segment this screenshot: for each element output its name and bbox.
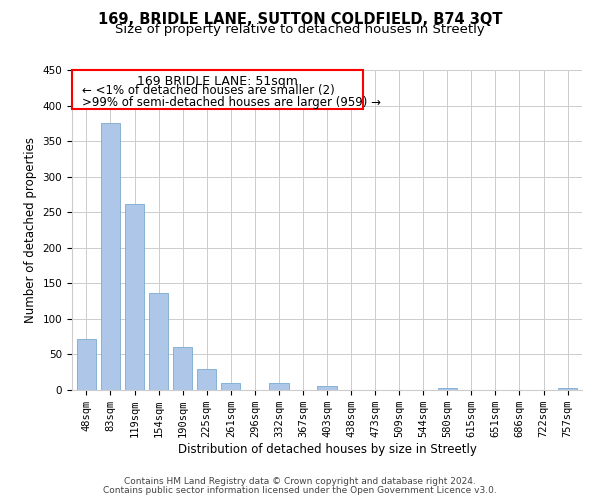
Text: 169 BRIDLE LANE: 51sqm: 169 BRIDLE LANE: 51sqm	[137, 75, 298, 88]
Bar	[437, 388, 457, 390]
Bar	[101, 122, 120, 390]
Text: Size of property relative to detached houses in Streetly: Size of property relative to detached ho…	[115, 22, 485, 36]
Y-axis label: Number of detached properties: Number of detached properties	[24, 137, 37, 323]
Text: Contains public sector information licensed under the Open Government Licence v3: Contains public sector information licen…	[103, 486, 497, 495]
Text: ← <1% of detached houses are smaller (2): ← <1% of detached houses are smaller (2)	[82, 84, 335, 98]
Bar	[269, 383, 289, 390]
Bar	[125, 204, 144, 390]
Bar	[149, 292, 168, 390]
Bar	[77, 339, 96, 390]
Text: 169, BRIDLE LANE, SUTTON COLDFIELD, B74 3QT: 169, BRIDLE LANE, SUTTON COLDFIELD, B74 …	[98, 12, 502, 28]
FancyBboxPatch shape	[72, 70, 362, 109]
Bar	[173, 348, 192, 390]
Bar	[221, 383, 241, 390]
Text: >99% of semi-detached houses are larger (959) →: >99% of semi-detached houses are larger …	[82, 96, 381, 108]
Bar	[558, 388, 577, 390]
Bar	[317, 386, 337, 390]
Text: Contains HM Land Registry data © Crown copyright and database right 2024.: Contains HM Land Registry data © Crown c…	[124, 477, 476, 486]
X-axis label: Distribution of detached houses by size in Streetly: Distribution of detached houses by size …	[178, 443, 476, 456]
Bar	[197, 370, 217, 390]
